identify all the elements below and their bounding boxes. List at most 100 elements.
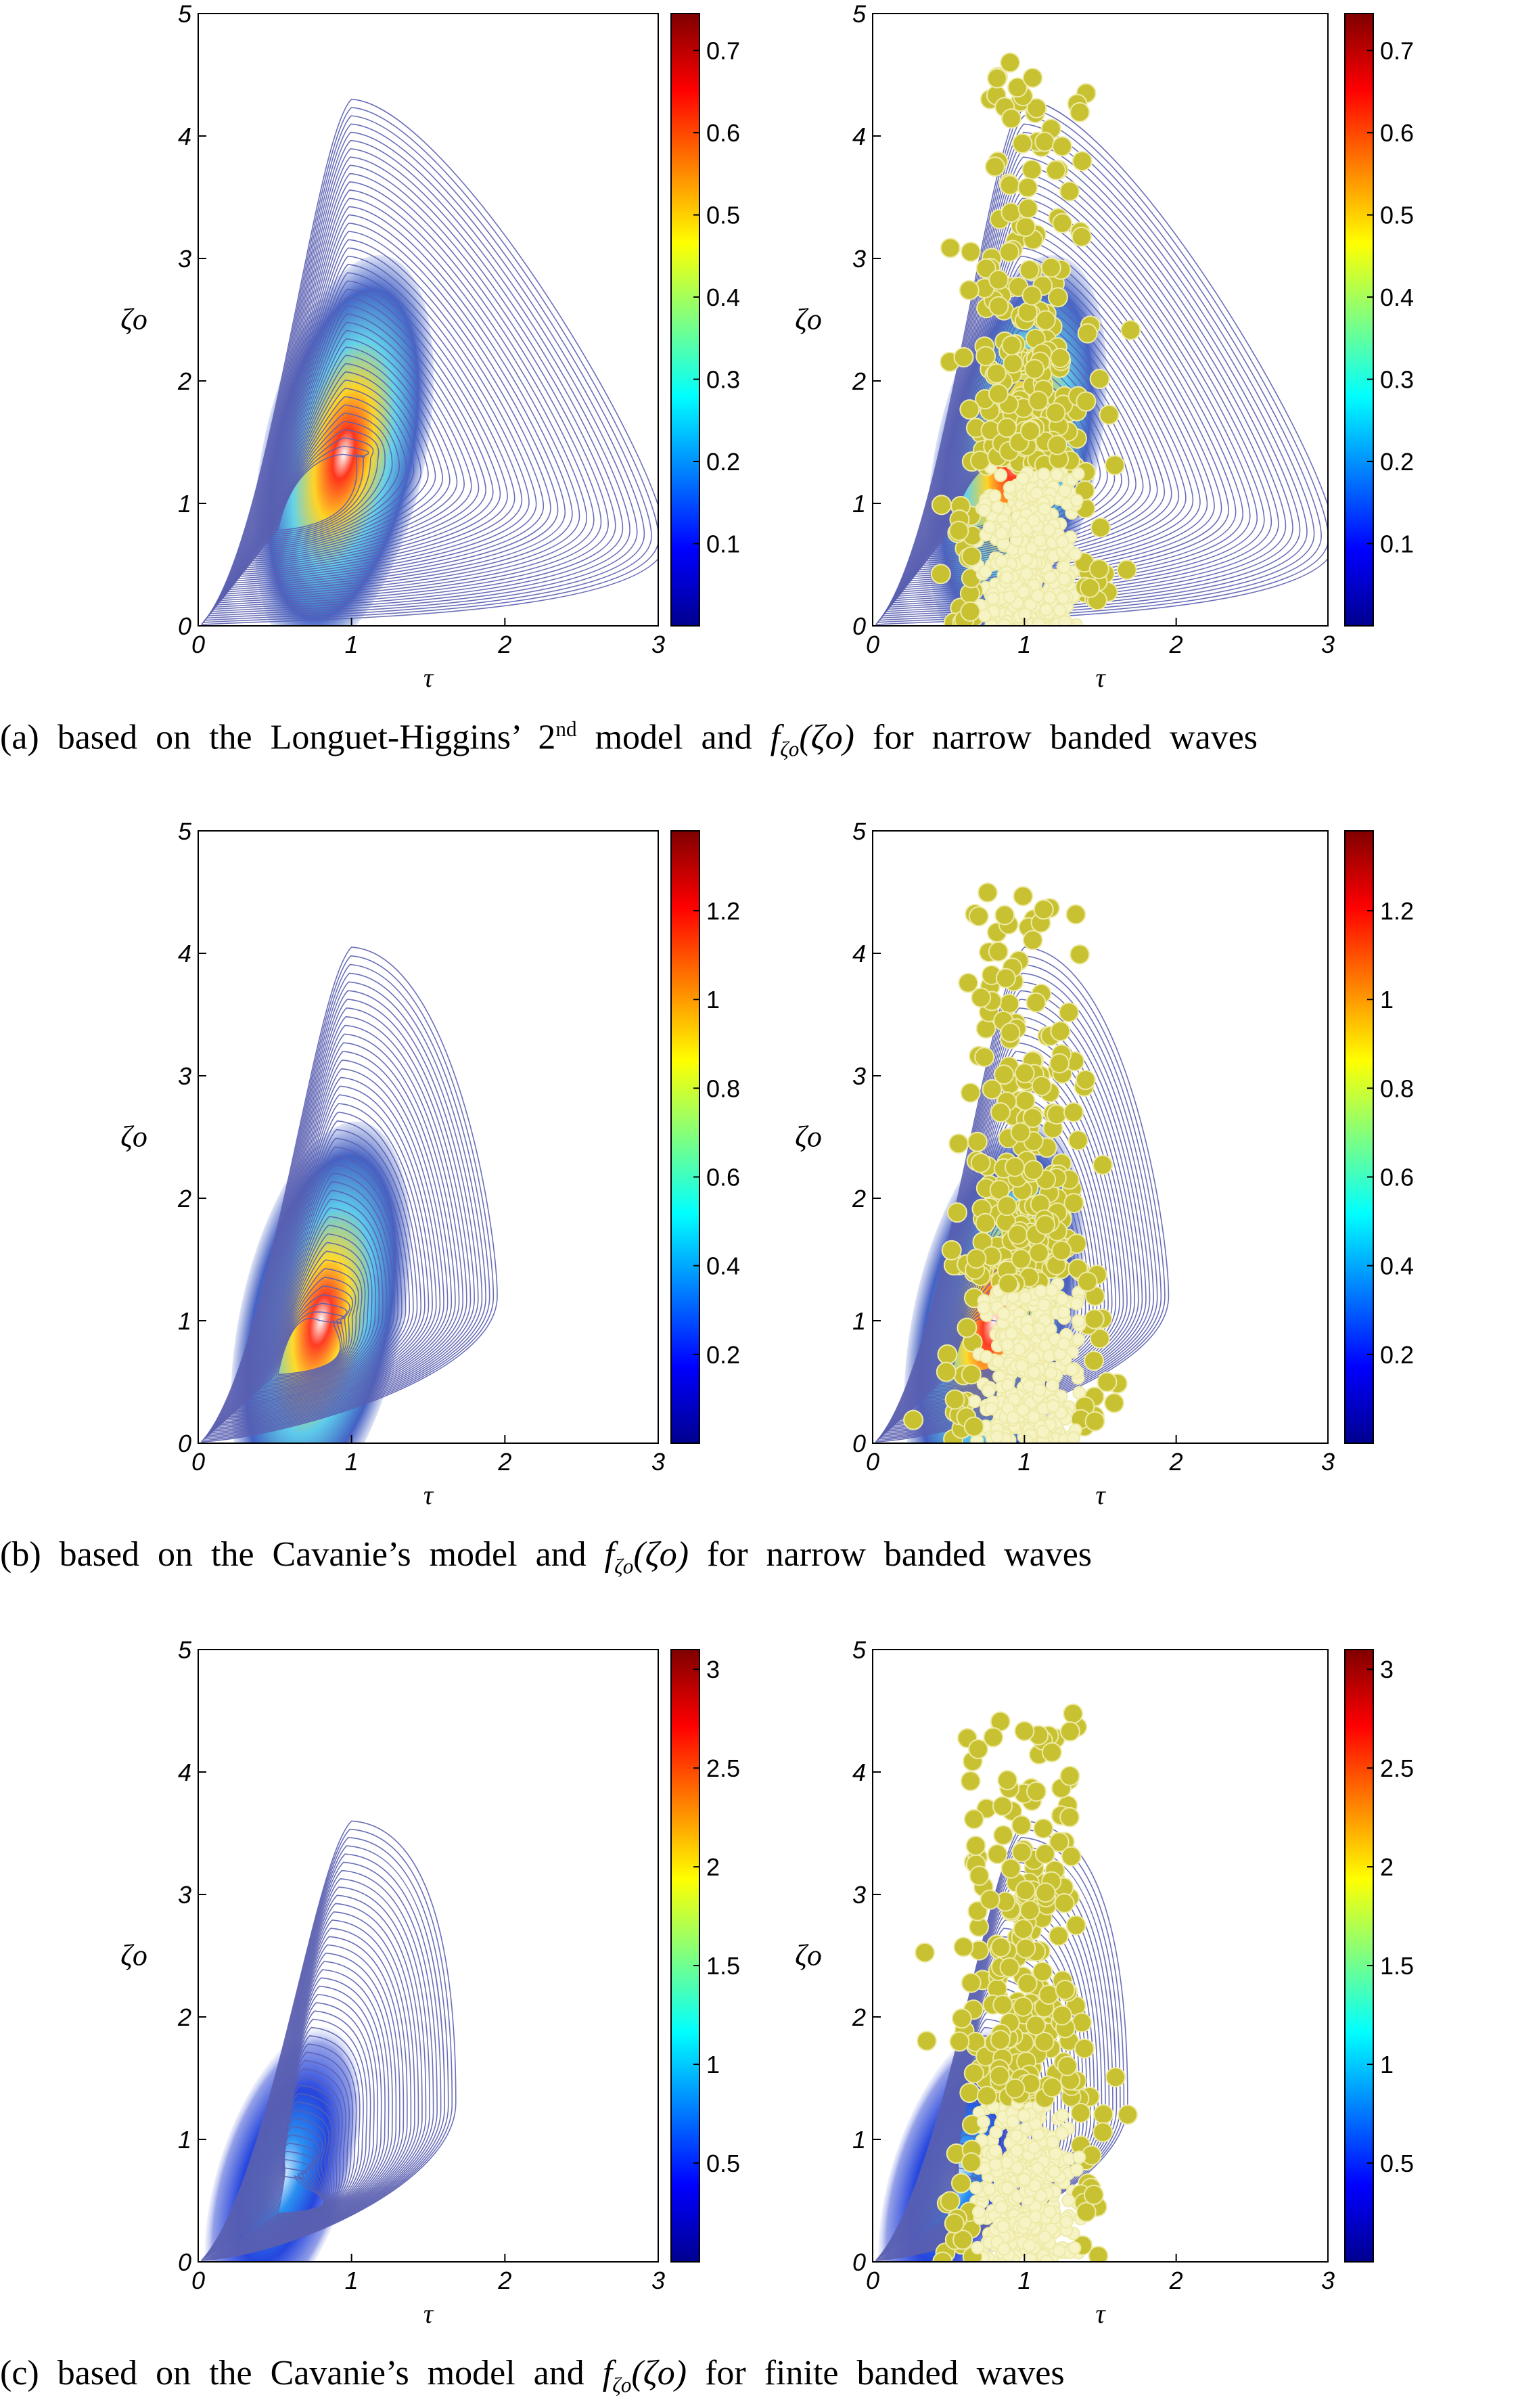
- caption-a-sup: nd: [555, 717, 577, 741]
- data-point: [1026, 1781, 1047, 1802]
- data-point: [1072, 1332, 1086, 1346]
- y-axis-label: ζo: [795, 1939, 822, 1972]
- data-point: [993, 1825, 1014, 1846]
- data-point: [1057, 1337, 1071, 1351]
- contour-line: [891, 173, 1272, 606]
- contour-line: [270, 1285, 354, 1382]
- data-point: [1016, 472, 1030, 486]
- x-tick-label: 0: [866, 1448, 879, 1476]
- contour-line: [219, 1903, 419, 2250]
- data-point: [1019, 1900, 1040, 1921]
- colorbar: [670, 830, 700, 1444]
- caption-b-arg: (ζo): [633, 1535, 689, 1574]
- x-tick-label: 1: [345, 1448, 359, 1476]
- data-point: [1011, 1248, 1032, 1269]
- colorbar-tick-label: 0.6: [1380, 1164, 1414, 1191]
- data-point: [959, 279, 980, 300]
- x-tick-label: 1: [1017, 2267, 1031, 2294]
- data-point: [1104, 455, 1125, 476]
- data-point: [1049, 1053, 1070, 1074]
- contour-line: [275, 1311, 345, 1377]
- data-point: [1038, 502, 1052, 516]
- colorbar-tick-label: 1.2: [1380, 897, 1414, 925]
- contour-line: [270, 420, 386, 540]
- colorbar-tick-label: 2.5: [706, 1754, 740, 1782]
- panel-c-right: 0 1 2 3 0 1 2 3 4 5 τ ζo 0.5 1 1.5 2 2.5 3: [795, 1636, 1414, 2329]
- caption-a-arg: (ζo): [799, 718, 854, 757]
- colorbar-tick-label: 0.7: [1380, 37, 1414, 65]
- contour-line: [234, 255, 530, 584]
- data-point: [1093, 2122, 1113, 2143]
- contour-line: [238, 272, 515, 579]
- data-point: [1000, 52, 1021, 73]
- data-point: [1028, 2179, 1042, 2193]
- contour-line: [263, 1250, 366, 1388]
- contour-line: [231, 1094, 433, 1416]
- data-point: [982, 520, 996, 535]
- contour-line: [234, 1112, 426, 1413]
- data-point: [995, 968, 1016, 989]
- contour-line: [238, 1129, 418, 1410]
- data-point: [958, 972, 979, 993]
- data-point: [1037, 1298, 1051, 1312]
- y-tick-label: 4: [852, 1758, 866, 1786]
- colorbar-tick-label: 0.8: [706, 1074, 740, 1102]
- data-point: [1012, 133, 1033, 154]
- y-tick-label: 1: [852, 2126, 866, 2154]
- x-tick-label: 2: [497, 1448, 511, 1476]
- data-point: [1017, 302, 1038, 323]
- data-point: [1032, 1961, 1053, 1982]
- data-point: [1055, 1292, 1070, 1307]
- contour-line: [267, 404, 400, 545]
- data-point: [1061, 2194, 1076, 2208]
- data-point: [996, 2219, 1010, 2233]
- data-point: [1006, 2114, 1020, 2129]
- contour-line: [202, 107, 658, 623]
- y-tick-label: 5: [178, 817, 192, 845]
- contour-line: [219, 1033, 460, 1427]
- x-tick-label: 3: [651, 631, 665, 658]
- data-point: [961, 546, 982, 567]
- contour-line: [222, 1919, 412, 2248]
- data-point: [1011, 1815, 1032, 1836]
- y-tick-label: 0: [852, 1430, 866, 1457]
- x-tick-label: 3: [651, 2267, 665, 2294]
- panel-a-left: 0 1 2 3 0 1 2 3 4 5 τ ζo 0.1 0.2 0.3 0.4 0.5 0.6 0.7: [120, 0, 740, 693]
- data-point: [1026, 514, 1040, 528]
- data-point: [1054, 1892, 1075, 1913]
- axes-frame: [198, 13, 659, 627]
- contour-line: [242, 288, 501, 575]
- data-point: [1046, 2135, 1060, 2149]
- data-point: [999, 1957, 1020, 1978]
- data-point: [950, 2173, 971, 2194]
- contour-line: [268, 1276, 357, 1384]
- data-point: [1020, 1323, 1034, 1337]
- plot-area: [200, 1820, 457, 2262]
- data-point: [1022, 67, 1043, 88]
- data-point: [961, 2152, 982, 2173]
- data-point: [963, 1809, 984, 1830]
- data-point: [976, 2085, 997, 2106]
- data-point: [988, 384, 1009, 405]
- data-point: [1026, 992, 1047, 1013]
- contour-line: [224, 1060, 449, 1422]
- colorbar-tick-label: 1.5: [706, 1952, 740, 1980]
- data-point: [1065, 1363, 1079, 1377]
- colorbar-tick-label: 0.1: [706, 530, 740, 558]
- data-point: [1034, 2031, 1055, 2052]
- data-point: [1016, 1403, 1030, 1417]
- data-point: [1019, 566, 1034, 581]
- colorbar-tick-label: 0.8: [1380, 1074, 1414, 1102]
- data-point: [996, 1196, 1017, 1217]
- data-point: [1049, 1832, 1070, 1853]
- contour-line: [252, 1198, 388, 1397]
- data-point: [1051, 1240, 1072, 1261]
- contour-line: [229, 1085, 437, 1417]
- contour-line: [273, 437, 374, 536]
- contour-line: [239, 1137, 414, 1409]
- contour-line: [248, 2043, 357, 2232]
- data-point: [1023, 1160, 1044, 1181]
- data-point: [990, 1937, 1011, 1958]
- data-point: [1017, 1973, 1038, 1994]
